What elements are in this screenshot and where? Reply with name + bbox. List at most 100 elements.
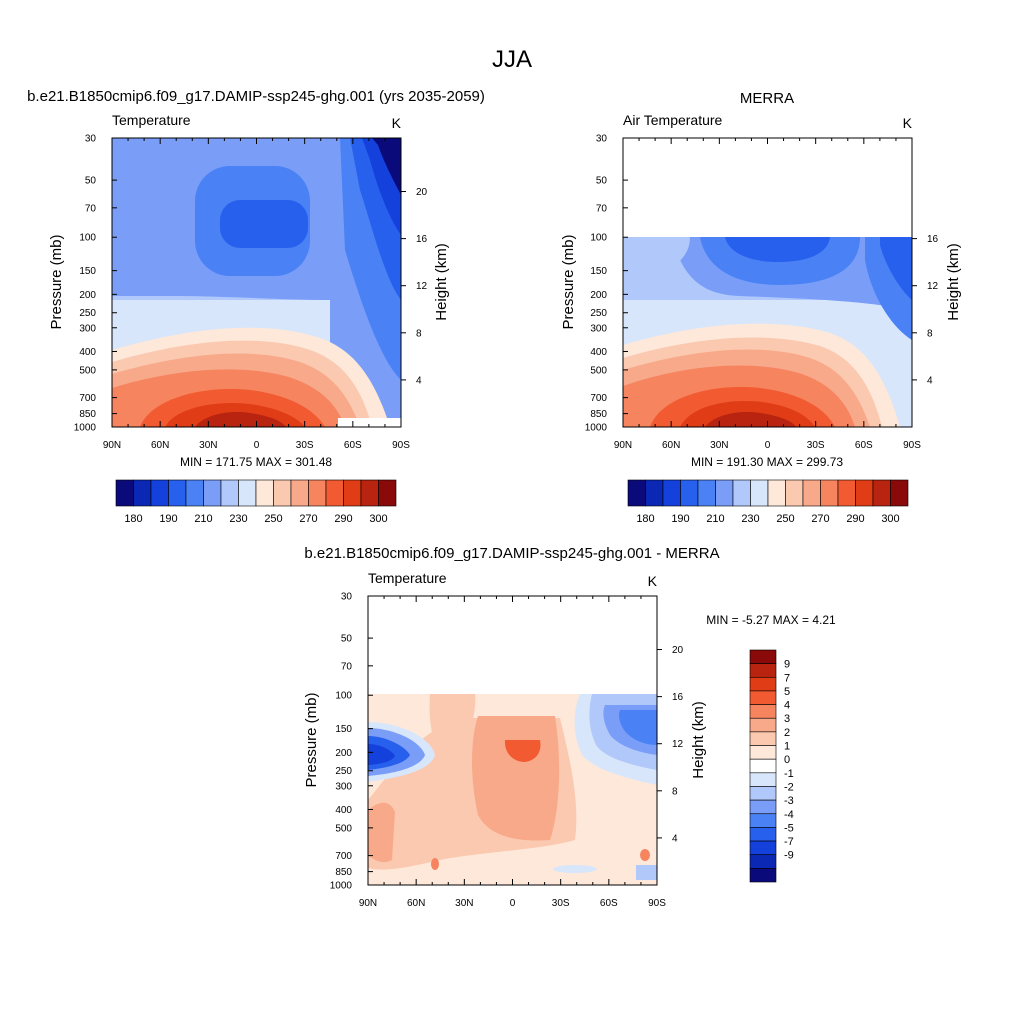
colorbar-label: -5 [784, 822, 794, 834]
colorbar-swatch [749, 663, 777, 678]
colorbar-swatch [378, 479, 397, 507]
y2tick-label: 16 [416, 234, 428, 245]
y2tick-label: 12 [927, 281, 939, 292]
panel-merra-minmax: MIN = 191.30 MAX = 299.73 [691, 455, 843, 469]
ytick-label: 700 [79, 393, 96, 404]
y2tick-label: 16 [927, 234, 939, 245]
ytick-label: 250 [590, 308, 607, 319]
colorbar-label: 210 [706, 513, 724, 525]
colorbar-swatch [767, 479, 786, 507]
diff-sfc-warm-patch-2 [640, 849, 650, 861]
colorbar-swatch [220, 479, 239, 507]
colorbar-swatch [749, 649, 777, 664]
xtick-label: 30S [552, 898, 570, 909]
xtick-label: 90S [903, 440, 921, 451]
panel-diff-ylabel: Pressure (mb) [303, 692, 320, 787]
colorbar-swatch [749, 717, 777, 733]
merra-trop-200 [725, 237, 830, 262]
ytick-label: 700 [335, 851, 352, 862]
ytick-label: 700 [590, 393, 607, 404]
colorbar-label: 9 [784, 659, 790, 671]
panel-diff-title: b.e21.B1850cmip6.f09_g17.DAMIP-ssp245-gh… [304, 545, 719, 562]
colorbar-label: 5 [784, 686, 790, 698]
panel-diff-x-axis: 90N 60N 30N 0 30S 60S 90S [359, 596, 666, 909]
colorbar-swatch [820, 479, 839, 507]
colorbar-swatch [749, 854, 777, 869]
colorbar-swatch [749, 868, 777, 883]
panel-merra-left-label: Air Temperature [623, 112, 723, 128]
panel-merra-ylabel: Pressure (mb) [560, 234, 577, 329]
colorbar-swatch [749, 772, 777, 787]
panel-merra-title: MERRA [740, 90, 794, 107]
merra-layer-300 [705, 412, 796, 427]
panel-model-x-axis: 90N 60N 30N 0 30S 60S 90S [103, 138, 410, 451]
xtick-label: 30S [296, 440, 314, 451]
colorbar-swatch [627, 479, 646, 507]
colorbar-swatch [785, 479, 804, 507]
panel-diff-minmax: MIN = -5.27 MAX = 4.21 [706, 613, 836, 627]
colorbar-label: 190 [159, 513, 177, 525]
colorbar-label: 270 [811, 513, 829, 525]
colorbar-swatch [255, 479, 274, 507]
colorbar-swatch [360, 479, 379, 507]
colorbar-swatch [750, 479, 769, 507]
colorbar-swatch [749, 813, 777, 828]
ytick-label: 300 [79, 323, 96, 334]
xtick-label: 60N [407, 898, 425, 909]
colorbar-swatch [749, 799, 777, 815]
ytick-label: 100 [590, 233, 607, 244]
y2tick-label: 20 [672, 645, 684, 656]
colorbar-label: 180 [124, 513, 142, 525]
panel-merra-x-axis: 90N 60N 30N 0 30S 60S 90S [614, 138, 921, 451]
diff-strat-positive-nh [429, 694, 476, 765]
ytick-label: 30 [596, 134, 608, 145]
ytick-label: 200 [335, 748, 352, 759]
colorbar-label: 290 [846, 513, 864, 525]
colorbar-label: 270 [299, 513, 317, 525]
colorbar-label: 250 [264, 513, 282, 525]
colorbar-swatch [749, 840, 777, 856]
ytick-label: 500 [335, 823, 352, 834]
y2tick-label: 4 [927, 375, 933, 386]
diff-sfc-cold-antarctic [636, 865, 657, 880]
y2tick-label: 8 [416, 328, 422, 339]
xtick-label: 30N [199, 440, 217, 451]
y2tick-label: 4 [672, 833, 678, 844]
colorbar-swatch [290, 479, 309, 507]
figure-title: JJA [492, 46, 532, 73]
colorbar-swatch [185, 479, 204, 507]
panel-model-y2label: Height (km) [433, 243, 450, 321]
y2tick-label: 8 [927, 328, 933, 339]
colorbar-label: -9 [784, 850, 794, 862]
colorbar-swatch [872, 479, 891, 507]
colorbar-swatch [802, 479, 821, 507]
panel-merra-y2label: Height (km) [945, 243, 962, 321]
colorbar-label: 180 [636, 513, 654, 525]
y2tick-label: 4 [416, 375, 422, 386]
colorbar-label: -1 [784, 768, 794, 780]
colorbar-swatch [749, 690, 777, 705]
colorbar-swatch [662, 479, 681, 507]
colorbar-swatch [308, 479, 327, 507]
ytick-label: 500 [590, 365, 607, 376]
colorbar-label: 300 [881, 513, 899, 525]
ytick-label: 1000 [330, 881, 353, 892]
colorbar-swatch [749, 786, 777, 801]
y2tick-label: 20 [416, 187, 428, 198]
ytick-label: 400 [79, 347, 96, 358]
panel-model-left-label: Temperature [112, 112, 191, 128]
ytick-label: 30 [85, 134, 97, 145]
colorbar-label: 1 [784, 741, 790, 753]
colorbar-swatch [203, 479, 222, 507]
colorbar-swatch [749, 676, 777, 692]
panel-merra-colorbar: 180 190 210 230 250 270 290 300 [627, 479, 909, 525]
colorbar-label: 0 [784, 754, 790, 766]
panel-model-title: b.e21.B1850cmip6.f09_g17.DAMIP-ssp245-gh… [27, 88, 485, 105]
ytick-label: 200 [590, 290, 607, 301]
ytick-label: 150 [590, 266, 607, 277]
panel-model-y2-axis: 4 8 12 16 20 [401, 187, 428, 386]
panel-merra-right-label: K [903, 115, 913, 131]
colorbar-label: 2 [784, 727, 790, 739]
colorbar-label: -4 [784, 809, 794, 821]
